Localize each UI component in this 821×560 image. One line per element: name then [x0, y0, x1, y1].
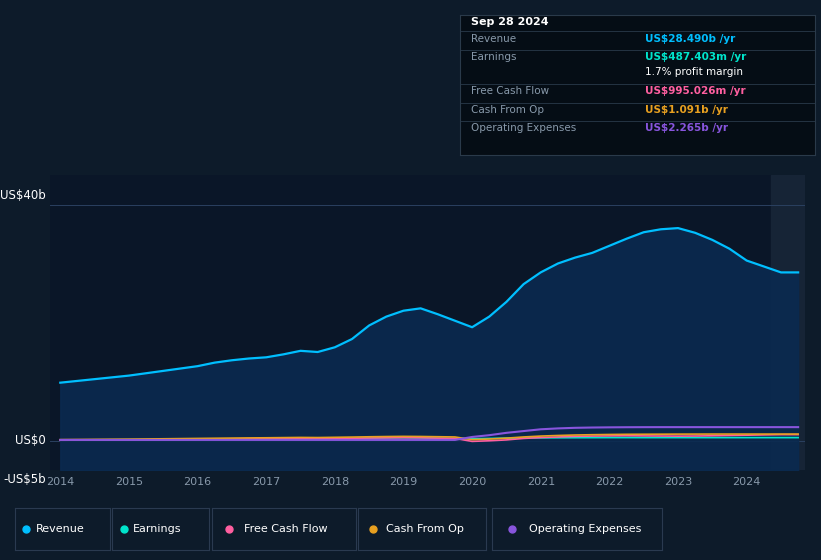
Text: Sep 28 2024: Sep 28 2024 — [470, 17, 548, 27]
Text: US$40b: US$40b — [0, 189, 46, 202]
Text: -US$5b: -US$5b — [3, 473, 46, 486]
Text: US$995.026m /yr: US$995.026m /yr — [644, 86, 745, 96]
Text: US$28.490b /yr: US$28.490b /yr — [644, 34, 735, 44]
Bar — [771, 175, 805, 470]
Text: US$1.091b /yr: US$1.091b /yr — [644, 105, 727, 115]
Text: Free Cash Flow: Free Cash Flow — [470, 86, 548, 96]
Text: Revenue: Revenue — [470, 34, 516, 44]
Text: Earnings: Earnings — [133, 524, 181, 534]
Text: Earnings: Earnings — [470, 52, 516, 62]
Text: US$0: US$0 — [15, 434, 46, 447]
Text: Operating Expenses: Operating Expenses — [470, 123, 576, 133]
Text: Free Cash Flow: Free Cash Flow — [244, 524, 328, 534]
Text: Operating Expenses: Operating Expenses — [530, 524, 642, 534]
Text: Cash From Op: Cash From Op — [470, 105, 544, 115]
Text: 1.7% profit margin: 1.7% profit margin — [644, 67, 743, 77]
Text: US$2.265b /yr: US$2.265b /yr — [644, 123, 727, 133]
Text: Cash From Op: Cash From Op — [386, 524, 464, 534]
Text: Revenue: Revenue — [36, 524, 85, 534]
Text: US$487.403m /yr: US$487.403m /yr — [644, 52, 745, 62]
